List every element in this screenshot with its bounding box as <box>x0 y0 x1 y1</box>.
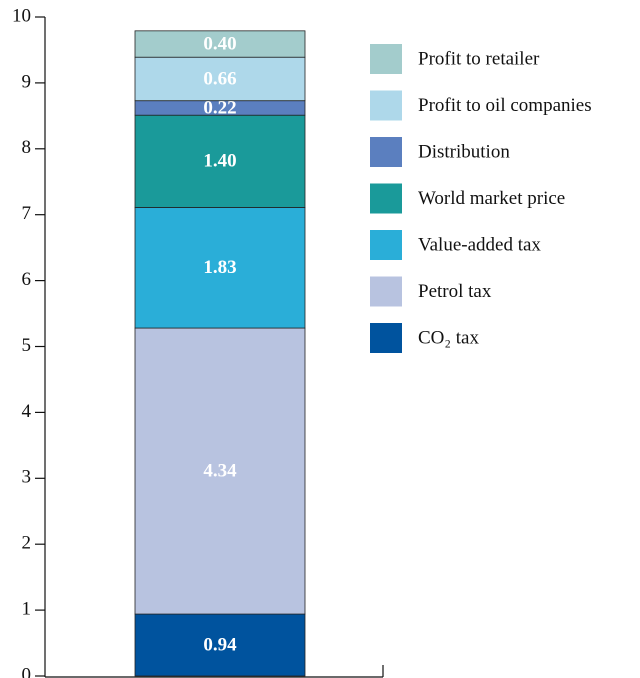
data-label: 0.40 <box>203 33 236 54</box>
data-label: 0.66 <box>203 68 236 89</box>
data-label: 0.94 <box>203 634 237 655</box>
y-tick-label: 4 <box>22 401 32 422</box>
data-label: 1.40 <box>203 151 236 172</box>
legend-label: CO₂ tax <box>418 327 479 348</box>
legend-label: Profit to oil companies <box>418 95 592 116</box>
data-label: 0.22 <box>203 97 236 118</box>
legend-swatch <box>370 230 402 260</box>
legend-label: Distribution <box>418 141 510 162</box>
bar-segment <box>134 613 306 677</box>
bar-segment <box>134 30 306 58</box>
y-tick-label: 7 <box>22 203 32 224</box>
y-tick-label: 1 <box>22 598 32 619</box>
legend-swatch <box>370 137 402 167</box>
y-tick-label: 6 <box>22 269 32 290</box>
bar-segment <box>134 114 306 208</box>
bar-segment <box>134 56 306 102</box>
legend-label: Value-added tax <box>418 234 541 255</box>
legend-label: Profit to retailer <box>418 48 540 69</box>
legend-swatch <box>370 323 402 353</box>
legend-swatch <box>370 44 402 74</box>
y-tick-label: 5 <box>22 335 32 356</box>
y-tick-label: 3 <box>22 467 32 488</box>
y-tick-label: 10 <box>12 5 31 26</box>
y-tick-label: 8 <box>22 137 32 158</box>
bar-segment <box>134 207 306 329</box>
y-tick-label: 0 <box>22 664 32 678</box>
legend-swatch <box>370 183 402 214</box>
data-label: 4.34 <box>203 460 237 481</box>
y-tick-label: 2 <box>22 533 32 554</box>
legend-label: Petrol tax <box>418 281 492 302</box>
data-label: 1.83 <box>203 257 236 278</box>
legend-swatch <box>370 90 402 121</box>
legend-swatch <box>370 276 402 307</box>
bar-segment <box>134 327 306 615</box>
y-tick-label: 9 <box>22 71 32 92</box>
legend-label: World market price <box>418 188 565 209</box>
